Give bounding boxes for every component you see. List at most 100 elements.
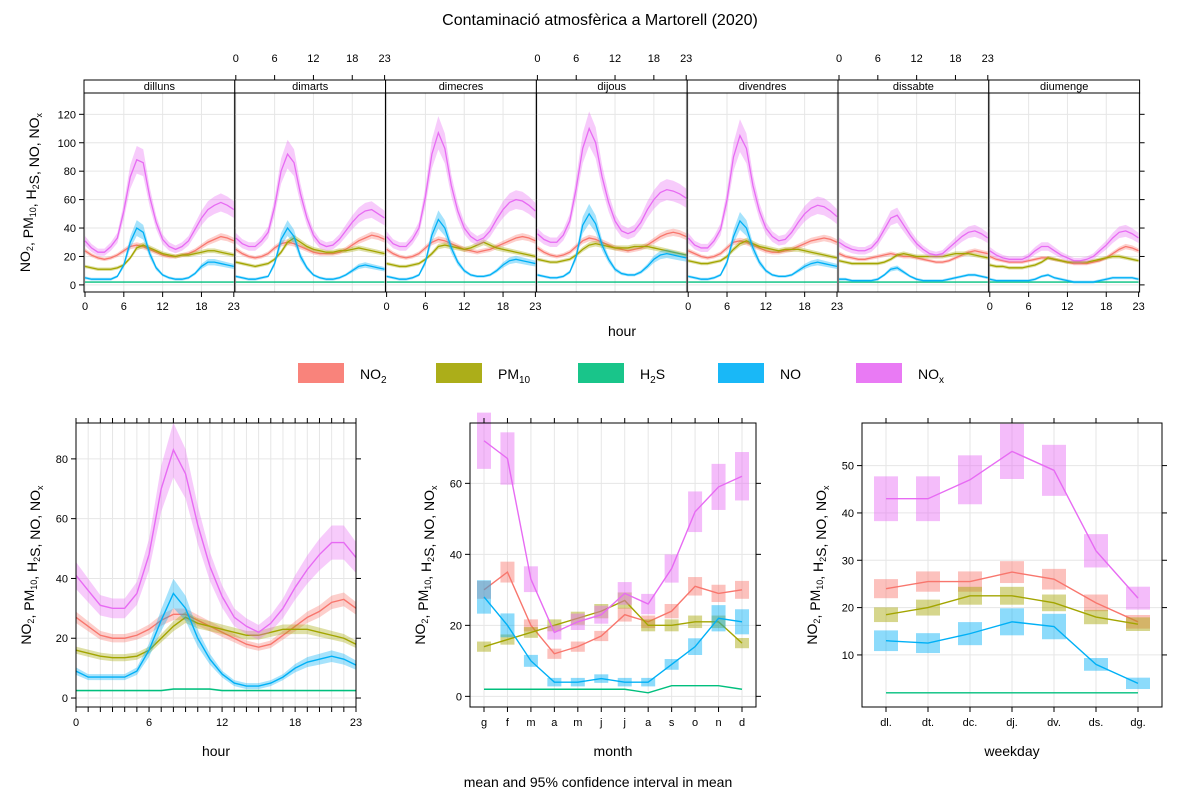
- panel-dijous: dijous 0 6 12 18 23: [534, 53, 692, 293]
- ci-band-NOx: [235, 139, 385, 251]
- x-tick-label: 0: [233, 53, 239, 65]
- x-tick-label: dv.: [1047, 717, 1061, 729]
- x-tick-label: 23: [831, 301, 843, 313]
- x-tick-label: a: [551, 717, 558, 729]
- panel-dilluns: dilluns 0 6 12 18 23: [82, 79, 240, 313]
- series-line-NO2: [75, 598, 357, 648]
- x-tick-label: 12: [911, 53, 923, 65]
- y-tick-label: 50: [842, 461, 854, 473]
- y-axis-label: NO2, PM10, H2S, NO, NOx: [412, 485, 439, 645]
- series-line-PM10: [386, 241, 536, 268]
- y-tick-label: 100: [58, 138, 76, 150]
- x-tick-label: 23: [350, 717, 362, 729]
- ci-band-PM10: [85, 242, 234, 271]
- series-line-NO: [483, 596, 743, 683]
- x-tick-label: m: [526, 717, 535, 729]
- x-axis-label: month: [594, 743, 633, 759]
- panel-frame: [75, 422, 357, 708]
- series-line-NO: [537, 212, 687, 279]
- footer-note: mean and 95% confidence interval in mean: [464, 774, 733, 790]
- strip-label: diumenge: [1040, 81, 1088, 93]
- y-tick-label: 60: [450, 478, 462, 490]
- strip-label: dilluns: [144, 81, 176, 93]
- x-axis-label: hour: [608, 323, 636, 339]
- weekday-hour-panels: dilluns 0 6 12 18 23 dimarts 0 6 12 18 23 dimecres 0 6…: [17, 53, 1145, 313]
- series-line-NOx: [75, 448, 357, 634]
- x-tick-label: 6: [272, 53, 278, 65]
- series-line-PM10: [84, 244, 234, 270]
- legend-label: NO2: [360, 366, 387, 386]
- x-tick-label: 0: [384, 301, 390, 313]
- x-tick-label: s: [669, 717, 675, 729]
- series-line-NOx: [989, 230, 1139, 262]
- y-tick-label: 20: [64, 251, 76, 263]
- x-tick-label: 23: [982, 53, 994, 65]
- x-tick-label: 6: [422, 301, 428, 313]
- ci-band-NOx: [688, 119, 837, 253]
- strip-label: dimecres: [439, 81, 484, 93]
- y-tick-label: 80: [64, 166, 76, 178]
- x-tick-label: 18: [1100, 301, 1112, 313]
- y-tick-label: 80: [56, 454, 68, 466]
- x-axis-label: hour: [202, 743, 230, 759]
- y-tick-label: 60: [64, 195, 76, 207]
- y-tick-label: 0: [456, 691, 462, 703]
- panel-dissabte: dissabte 0 6 12 18 23: [836, 53, 994, 293]
- x-tick-label: dg.: [1130, 717, 1145, 729]
- x-tick-label: 23: [529, 301, 541, 313]
- x-tick-label: 18: [289, 717, 301, 729]
- y-axis-label: NO2, PM10, H2S, NO, NOx: [17, 112, 44, 272]
- x-tick-label: 23: [378, 53, 390, 65]
- series-line-NOx: [84, 158, 235, 253]
- x-tick-label: 23: [680, 53, 692, 65]
- series-line-NO: [989, 274, 1139, 283]
- x-tick-label: 12: [157, 301, 169, 313]
- legend-item-H2S: H2S: [578, 363, 665, 386]
- strip-label: dimarts: [292, 81, 329, 93]
- ci-band-NO: [85, 220, 234, 281]
- series-line-NOx: [838, 214, 989, 256]
- legend-label: NOx: [918, 366, 944, 386]
- panel-frame: [988, 92, 1141, 293]
- series-line-NO: [839, 267, 988, 282]
- ci-box-NO: [477, 580, 491, 614]
- y-tick-label: 40: [56, 573, 68, 585]
- y-tick-label: 40: [64, 223, 76, 235]
- ci-band-PM10: [688, 237, 837, 266]
- legend-swatch: [718, 363, 764, 383]
- legend-swatch: [856, 363, 902, 383]
- x-tick-label: a: [645, 717, 652, 729]
- y-tick-label: 10: [842, 650, 854, 662]
- x-tick-label: dl.: [880, 717, 892, 729]
- x-tick-label: 23: [1132, 301, 1144, 313]
- x-tick-label: 18: [195, 301, 207, 313]
- x-tick-label: 18: [497, 301, 509, 313]
- series-line-NO2: [84, 235, 235, 260]
- series-line-NO: [688, 219, 838, 280]
- x-tick-label: 0: [534, 53, 540, 65]
- x-tick-label: 0: [73, 717, 79, 729]
- x-tick-label: 0: [836, 53, 842, 65]
- legend-item-NO2: NO2: [298, 363, 387, 386]
- series-line-NOx: [687, 133, 838, 249]
- y-tick-label: 0: [62, 693, 68, 705]
- series-line-H2S: [76, 688, 356, 692]
- x-tick-label: 12: [760, 301, 772, 313]
- series-line-PM10: [885, 595, 1139, 625]
- legend-item-NO: NO: [718, 363, 801, 383]
- x-tick-label: 6: [875, 53, 881, 65]
- ci-band-NO: [839, 265, 988, 283]
- series-line-NO: [84, 227, 234, 280]
- y-axis-label: NO2, PM10, H2S, NO, NOx: [18, 485, 45, 645]
- x-tick-label: 6: [573, 53, 579, 65]
- x-tick-label: 6: [1026, 301, 1032, 313]
- series-line-NO: [386, 218, 536, 280]
- strip-label: dissabte: [893, 81, 934, 93]
- x-tick-label: 18: [648, 53, 660, 65]
- x-tick-label: g: [481, 717, 487, 729]
- strip-label: dijous: [597, 81, 626, 93]
- series-line-PM10: [688, 240, 838, 265]
- series-line-PM10: [483, 599, 743, 648]
- series-line-NO2: [537, 231, 687, 258]
